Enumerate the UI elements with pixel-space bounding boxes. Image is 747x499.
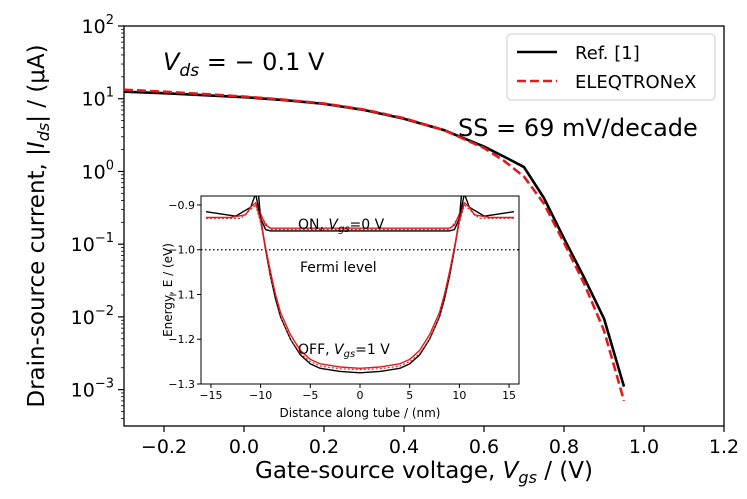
vds-var: V bbox=[163, 48, 181, 76]
main-y-tick-label: 102 bbox=[82, 13, 114, 38]
main-x-label-suffix: / (V) bbox=[537, 458, 593, 484]
main-x-tick-label: 1.0 bbox=[629, 436, 659, 458]
legend-box bbox=[506, 33, 716, 101]
on-value: =0 V bbox=[350, 217, 385, 233]
main-x-tick-label: −0.2 bbox=[141, 436, 187, 458]
inset-y-tick-label: −1.1 bbox=[168, 288, 195, 301]
inset-x-tick-label: −10 bbox=[249, 389, 272, 402]
main-x-label-prefix: Gate-source voltage, bbox=[255, 458, 503, 484]
main-x-tick-label: 0.2 bbox=[309, 436, 339, 458]
inset-x-axis-label: Distance along tube / (nm) bbox=[280, 406, 441, 420]
off-value: =1 V bbox=[355, 342, 390, 358]
main-y-tick-label: 10−1 bbox=[71, 231, 114, 256]
inset-y-axis: −0.9 −1.0 −1.1 −1.2 −1.3 bbox=[168, 199, 201, 391]
on-var: V bbox=[328, 217, 339, 233]
inset-x-tick-label: 15 bbox=[502, 389, 516, 402]
inset-x-tick-label: 0 bbox=[357, 389, 364, 402]
off-sub: gs bbox=[344, 349, 356, 360]
inset-series-line-5 bbox=[255, 204, 465, 371]
main-y-tick-exponent: 1 bbox=[106, 86, 114, 101]
main-y-tick-base: 10 bbox=[82, 89, 106, 111]
main-y-axis-label: Drain-source current, |Ids| / (μA) bbox=[24, 44, 53, 407]
inset-x-tick-label: −5 bbox=[302, 389, 318, 402]
main-x-axis-label: Gate-source voltage, Vgs / (V) bbox=[255, 458, 593, 487]
legend-eleq-label: ELEQTRONeX bbox=[575, 72, 696, 93]
main-y-tick-exponent: 2 bbox=[106, 13, 114, 28]
inset-x-tick-label: −15 bbox=[199, 389, 222, 402]
main-x-tick-label: 0.0 bbox=[229, 436, 259, 458]
inset-y-tick-label: −0.9 bbox=[168, 199, 195, 212]
main-y-tick-exponent: −3 bbox=[95, 377, 114, 392]
inset-y-axis-label: Energy, E / (eV) bbox=[161, 243, 175, 337]
main-series bbox=[124, 88, 626, 402]
main-y-tick-exponent: −2 bbox=[95, 304, 114, 319]
off-prefix: OFF, bbox=[298, 342, 334, 358]
on-sub: gs bbox=[338, 224, 350, 235]
inset-axes-frame bbox=[200, 195, 520, 385]
main-y-tick-label: 101 bbox=[82, 86, 114, 111]
inset-y-tick-label: −1.2 bbox=[168, 333, 195, 346]
main-y-tick-label: 10−3 bbox=[71, 377, 114, 402]
legend: Ref. [1] ELEQTRONeX bbox=[506, 33, 716, 101]
inset-x-axis: −15 −10 −5 0 5 10 15 bbox=[199, 384, 516, 402]
vds-value: = − 0.1 V bbox=[199, 48, 325, 76]
inset-series-line-0 bbox=[205, 196, 515, 232]
main-series-line-eleq bbox=[124, 88, 626, 402]
main-y-tick-label: 100 bbox=[82, 158, 114, 183]
main-y-label-var: I bbox=[24, 141, 50, 148]
main-plot: −0.2 0.0 0.2 0.4 0.6 0.8 1.0 1.2 10210110010−11… bbox=[24, 13, 739, 487]
main-axes-frame bbox=[123, 25, 725, 427]
inset-series-line-2 bbox=[205, 204, 515, 231]
main-y-tick-base: 10 bbox=[71, 307, 95, 329]
main-x-label-sub: gs bbox=[518, 468, 537, 487]
main-y-tick-base: 10 bbox=[82, 16, 106, 38]
vds-annotation: Vds = − 0.1 V bbox=[163, 48, 325, 81]
main-x-tick-label: 0.4 bbox=[389, 436, 419, 458]
on-annotation: ON, Vgs=0 V bbox=[298, 217, 385, 235]
off-annotation: OFF, Vgs=1 V bbox=[298, 342, 390, 360]
inset-x-tick-label: 10 bbox=[452, 389, 466, 402]
inset-plot: −15 −10 −5 0 5 10 15 −0.9 −1.0 −1.1 −1.2 −1.3 Dist… bbox=[161, 187, 524, 420]
off-var: V bbox=[334, 342, 345, 358]
main-y-label-prefix: Drain-source current, | bbox=[24, 148, 50, 408]
main-y-tick-label: 10−2 bbox=[71, 304, 114, 329]
main-y-tick-exponent: 0 bbox=[106, 158, 114, 173]
inset-series-line-4 bbox=[254, 202, 466, 370]
main-x-axis: −0.2 0.0 0.2 0.4 0.6 0.8 1.0 1.2 bbox=[141, 426, 739, 458]
main-x-label-var: V bbox=[503, 458, 521, 484]
on-prefix: ON, bbox=[298, 217, 328, 233]
legend-ref-label: Ref. [1] bbox=[575, 43, 640, 64]
main-y-tick-base: 10 bbox=[82, 161, 106, 183]
inset-y-tick-label: −1.3 bbox=[168, 378, 195, 391]
ss-annotation: SS = 69 mV/decade bbox=[458, 114, 698, 142]
main-y-tick-base: 10 bbox=[71, 234, 95, 256]
inset-y-tick-label: −1.0 bbox=[168, 244, 195, 257]
main-y-label-sub: ds bbox=[34, 123, 53, 142]
main-x-tick-label: 1.2 bbox=[709, 436, 739, 458]
inset-series-line-1 bbox=[205, 202, 515, 229]
inset-x-tick-label: 5 bbox=[406, 389, 413, 402]
main-x-tick-label: 0.8 bbox=[549, 436, 579, 458]
main-y-label-suffix: | / (μA) bbox=[24, 44, 50, 122]
main-x-tick-label: 0.6 bbox=[469, 436, 499, 458]
inset-series bbox=[205, 196, 515, 374]
fermi-annotation: Fermi level bbox=[300, 260, 377, 276]
main-y-tick-base: 10 bbox=[71, 380, 95, 402]
vds-sub: ds bbox=[179, 61, 199, 81]
main-y-tick-exponent: −1 bbox=[95, 231, 114, 246]
